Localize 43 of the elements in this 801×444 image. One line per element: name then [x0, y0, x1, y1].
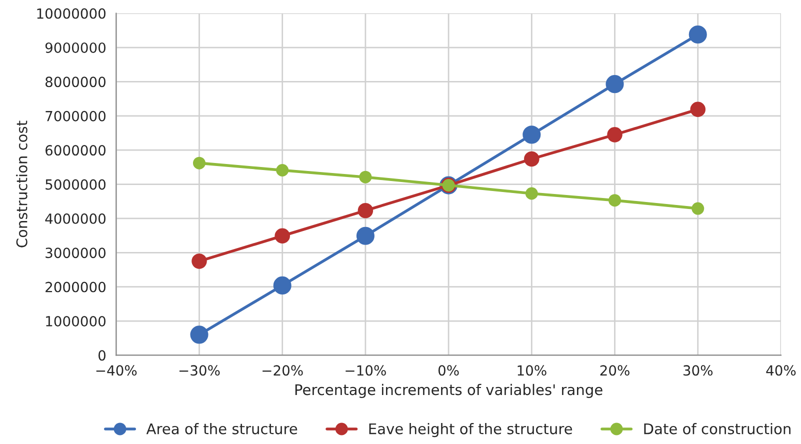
y-axis-title: Construction cost: [16, 120, 28, 248]
x-tick-label: −40%: [96, 365, 137, 376]
y-tick-label: 7000000: [46, 110, 106, 122]
point: [356, 226, 374, 245]
y-tick-label: 2000000: [46, 282, 106, 292]
y-tick-label: 9000000: [45, 42, 106, 53]
point: [607, 127, 622, 142]
x-tick-label: 30%: [683, 365, 713, 376]
y-tick-label: 6000000: [46, 145, 106, 156]
point: [688, 25, 707, 44]
x-tick-label: 40%: [766, 365, 796, 376]
y-tick-label: 1000000: [46, 316, 106, 326]
point: [276, 164, 289, 176]
legend-label: Date of construction: [644, 423, 790, 434]
point: [193, 156, 206, 170]
point: [690, 102, 706, 118]
point: [606, 75, 624, 94]
x-axis-title: Percentage increments of variables' range: [295, 384, 602, 398]
legend-label: Area of the structure: [146, 423, 298, 434]
point: [522, 126, 541, 144]
y-tick-label: 5000000: [46, 179, 106, 190]
y-tick-label: 4000000: [45, 213, 106, 224]
point: [525, 187, 538, 200]
point: [692, 202, 704, 215]
x-tick-label: −30%: [179, 365, 220, 376]
point: [608, 194, 622, 207]
y-tick-label: 0: [98, 350, 106, 361]
y-tick-label: 3000000: [46, 248, 106, 258]
point: [274, 228, 290, 244]
y-tick-label: 8000000: [46, 76, 106, 88]
x-tick-label: 10%: [518, 365, 546, 376]
y-tick-label: 10000000: [37, 8, 106, 19]
legend-label: Eave height of the structure: [369, 423, 572, 438]
x-tick-label: 0%: [438, 365, 459, 376]
point: [273, 276, 292, 294]
point: [359, 170, 372, 184]
point: [524, 151, 540, 167]
x-tick-label: 20%: [600, 365, 630, 376]
x-tick-label: −10%: [346, 365, 386, 376]
x-tick-label: −20%: [262, 365, 303, 376]
point: [192, 254, 207, 269]
point: [190, 326, 208, 344]
point: [358, 202, 374, 218]
